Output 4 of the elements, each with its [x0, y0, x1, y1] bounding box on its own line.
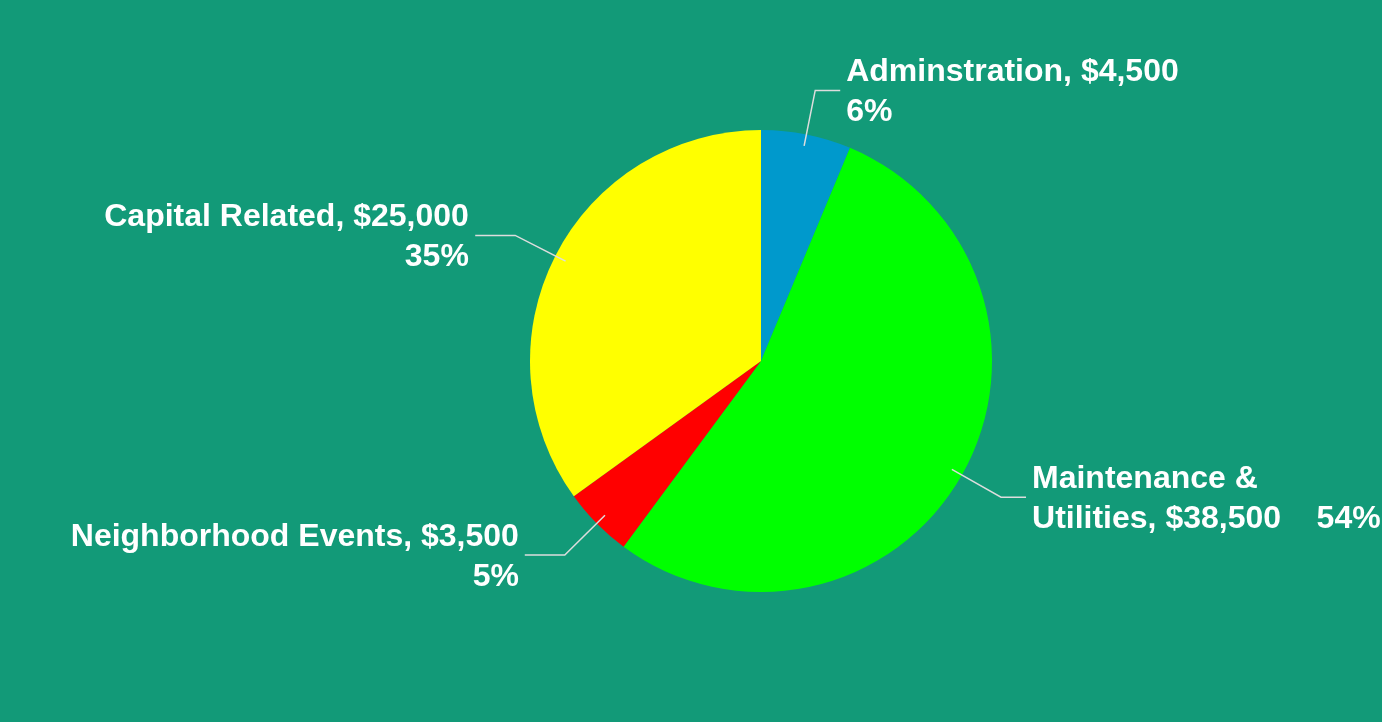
slice-label: Adminstration, $4,500 6%	[846, 51, 1180, 131]
slice-label: Capital Related, $25,000 35%	[103, 196, 469, 276]
slice-label: Maintenance & Utilities, $38,500 54%	[1032, 458, 1382, 538]
slice-label: Neighborhood Events, $3,500 5%	[69, 516, 519, 596]
